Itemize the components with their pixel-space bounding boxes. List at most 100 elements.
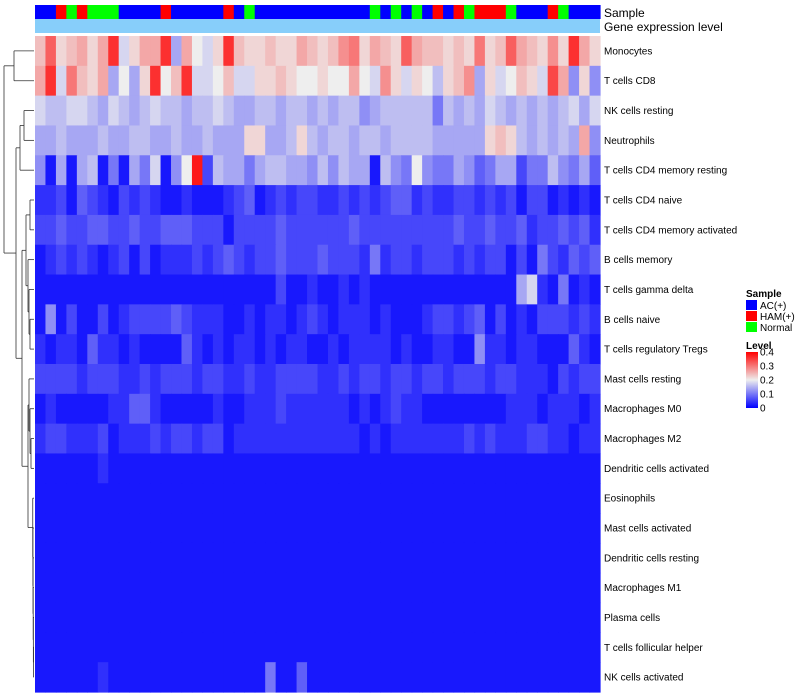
heatmap-cell bbox=[265, 483, 277, 514]
heatmap-cell bbox=[369, 304, 381, 335]
heatmap-cell bbox=[160, 95, 172, 127]
heatmap-cell bbox=[453, 602, 465, 633]
heatmap-cell bbox=[317, 214, 329, 246]
heatmap-cell bbox=[317, 364, 329, 395]
heatmap-cell bbox=[401, 214, 413, 246]
heatmap-cell bbox=[432, 662, 444, 693]
heatmap-cell bbox=[338, 483, 350, 514]
heatmap-cell bbox=[160, 304, 172, 335]
sample-cell bbox=[474, 5, 486, 19]
heatmap-cell bbox=[463, 334, 476, 365]
heatmap-cell bbox=[463, 244, 476, 276]
heatmap-cell bbox=[212, 453, 224, 484]
heatmap-cell bbox=[108, 155, 120, 186]
heatmap-cell bbox=[338, 95, 350, 127]
heatmap-cell bbox=[171, 36, 183, 67]
heatmap-cell bbox=[171, 453, 183, 484]
heatmap-cell bbox=[422, 632, 434, 663]
heatmap-cell bbox=[359, 214, 371, 246]
heatmap-cell bbox=[35, 334, 47, 365]
heatmap-cell bbox=[547, 632, 559, 663]
heatmap-cell bbox=[380, 483, 392, 514]
heatmap-cell bbox=[254, 453, 266, 484]
heatmap-cell bbox=[35, 513, 47, 544]
heatmap-cell bbox=[55, 65, 67, 97]
heatmap-cell bbox=[369, 185, 381, 216]
heatmap-cell bbox=[76, 364, 88, 395]
heatmap-cell bbox=[171, 125, 183, 156]
heatmap-cell bbox=[191, 65, 204, 97]
heatmap-cell bbox=[463, 185, 476, 216]
heatmap-cell bbox=[45, 95, 57, 127]
heatmap-cell bbox=[495, 274, 507, 305]
sample-legend-swatch bbox=[746, 300, 757, 310]
heatmap-cell bbox=[380, 364, 392, 395]
heatmap-cell bbox=[432, 364, 444, 395]
heatmap-cell bbox=[97, 155, 109, 186]
heatmap-cell bbox=[359, 453, 371, 484]
heatmap-cell bbox=[76, 542, 88, 574]
heatmap-cell bbox=[380, 572, 392, 604]
heatmap-cell bbox=[558, 393, 570, 425]
heatmap-cell bbox=[76, 36, 88, 67]
heatmap-cell bbox=[390, 36, 402, 67]
heatmap-cell bbox=[474, 483, 486, 514]
heatmap-cell bbox=[547, 155, 559, 186]
heatmap-cell bbox=[202, 513, 214, 544]
heatmap-cell bbox=[244, 364, 256, 395]
heatmap-cell bbox=[432, 393, 444, 425]
heatmap-cell bbox=[589, 125, 601, 156]
heatmap-cell bbox=[97, 662, 109, 693]
heatmap-cell bbox=[526, 304, 538, 335]
heatmap-cell bbox=[589, 423, 601, 455]
heatmap-cell bbox=[516, 95, 528, 127]
heatmap-cell bbox=[380, 334, 392, 365]
heatmap-cell bbox=[390, 185, 402, 216]
heatmap-cell bbox=[453, 36, 465, 67]
heatmap-cell bbox=[443, 125, 455, 156]
heatmap-cell bbox=[181, 214, 193, 246]
heatmap-cell bbox=[422, 662, 434, 693]
sample-annotation-label: Sample bbox=[604, 6, 645, 20]
heatmap-cell bbox=[108, 513, 120, 544]
heatmap-cell bbox=[432, 483, 444, 514]
heatmap-cell bbox=[66, 334, 78, 365]
heatmap-cell bbox=[484, 572, 496, 604]
heatmap-cell bbox=[254, 602, 266, 633]
sample-legend-swatch bbox=[746, 322, 757, 332]
heatmap-cell bbox=[233, 36, 245, 67]
heatmap-cell bbox=[108, 423, 120, 455]
heatmap-cell bbox=[45, 542, 57, 574]
heatmap-cell bbox=[191, 125, 204, 156]
heatmap-cell bbox=[380, 542, 392, 574]
heatmap-cell bbox=[296, 185, 308, 216]
heatmap-cell bbox=[202, 125, 214, 156]
heatmap-cell bbox=[516, 393, 528, 425]
heatmap-cell bbox=[97, 572, 109, 604]
heatmap-cell bbox=[317, 632, 329, 663]
row-label: T cells follicular helper bbox=[604, 643, 703, 654]
heatmap-cell bbox=[537, 423, 549, 455]
heatmap-cell bbox=[150, 304, 162, 335]
heatmap-cell bbox=[422, 244, 434, 276]
heatmap-cell bbox=[35, 572, 47, 604]
heatmap-cell bbox=[265, 453, 277, 484]
heatmap-cell bbox=[348, 274, 360, 305]
heatmap-cell bbox=[422, 304, 434, 335]
heatmap-cell bbox=[443, 662, 455, 693]
sample-cell bbox=[411, 5, 423, 19]
heatmap-cell bbox=[139, 274, 151, 305]
heatmap-cell bbox=[223, 393, 235, 425]
heatmap-cell bbox=[547, 185, 559, 216]
heatmap-cell bbox=[139, 364, 151, 395]
heatmap-cell bbox=[254, 364, 266, 395]
heatmap-cell bbox=[55, 662, 67, 693]
heatmap-cell bbox=[484, 95, 496, 127]
heatmap-cell bbox=[233, 423, 245, 455]
heatmap-cell bbox=[463, 572, 476, 604]
heatmap-cell bbox=[516, 572, 528, 604]
heatmap-cell bbox=[505, 662, 517, 693]
heatmap-cell bbox=[516, 155, 528, 186]
heatmap-cell bbox=[338, 155, 350, 186]
heatmap-cell bbox=[369, 214, 381, 246]
